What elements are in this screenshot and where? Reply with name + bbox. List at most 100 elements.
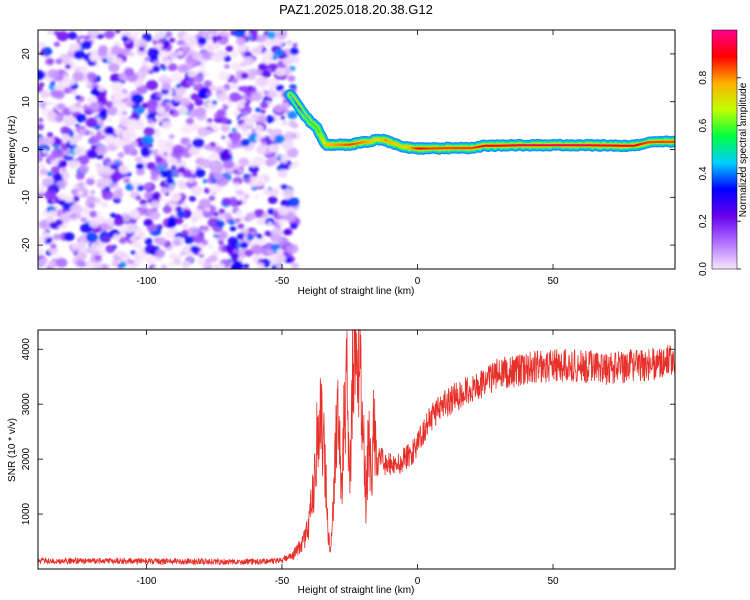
noise-cell	[216, 109, 227, 118]
noise-cell	[288, 206, 294, 212]
noise-cell	[131, 181, 139, 188]
noise-cell	[102, 166, 112, 175]
noise-cell	[187, 227, 200, 237]
noise-cell	[81, 206, 91, 215]
noise-cell	[170, 72, 183, 83]
noise-cell	[46, 100, 54, 107]
noise-cell	[63, 116, 76, 127]
noise-cell	[164, 31, 173, 38]
colorbar-tick-label: 0.2	[698, 214, 709, 228]
noise-cell	[231, 77, 239, 84]
noise-cell	[71, 243, 80, 250]
noise-cell	[210, 142, 216, 147]
noise-cell	[260, 101, 269, 109]
noise-cell	[172, 239, 181, 246]
noise-cell	[126, 118, 139, 129]
noise-cell	[79, 65, 89, 73]
noise-cell	[244, 249, 254, 257]
noise-cell	[69, 137, 79, 146]
noise-cell	[263, 188, 272, 196]
noise-cell	[168, 134, 175, 140]
noise-cell	[218, 208, 226, 215]
noise-cell	[122, 215, 131, 223]
noise-cell	[255, 124, 264, 132]
noise-cell	[90, 190, 96, 195]
noise-cell	[58, 160, 68, 168]
noise-cell	[108, 62, 120, 73]
noise-cell	[134, 156, 143, 163]
noise-cell	[125, 42, 135, 50]
noise-cell	[291, 262, 299, 269]
noise-cell	[150, 200, 161, 209]
noise-cell	[170, 192, 182, 202]
noise-cell	[205, 207, 211, 212]
noise-cell	[81, 40, 92, 50]
noise-cell	[128, 51, 135, 57]
noise-cell	[284, 48, 292, 55]
noise-cell	[147, 99, 159, 109]
noise-cell	[53, 41, 61, 47]
noise-cell	[253, 177, 266, 187]
noise-cell	[157, 150, 163, 156]
noise-cell	[268, 156, 278, 165]
noise-cell	[176, 40, 184, 46]
noise-cell	[67, 31, 78, 40]
noise-cell	[288, 120, 297, 128]
noise-cell	[179, 250, 186, 257]
noise-cell	[53, 173, 63, 182]
noise-cell	[215, 146, 224, 154]
noise-cell	[196, 258, 206, 265]
noise-cell	[113, 190, 124, 199]
snr-ylabel: SNR (10 * v/v)	[7, 418, 18, 482]
colorbar: 0.0 0.2 0.4 0.6 0.8 Normalized spectral ampl…	[698, 29, 749, 276]
noise-cell	[155, 156, 163, 163]
noise-cell	[269, 188, 279, 196]
noise-cell	[188, 195, 197, 202]
noise-cell	[286, 40, 293, 46]
noise-cell	[138, 46, 145, 52]
y-tick-label: 4000	[21, 338, 32, 361]
noise-cell	[145, 255, 157, 265]
noise-cell	[62, 155, 69, 160]
noise-cell	[281, 120, 288, 126]
noise-cell	[250, 91, 263, 102]
noise-cell	[160, 187, 169, 194]
noise-cell	[40, 168, 48, 175]
noise-cell	[213, 264, 219, 269]
noise-cell	[65, 64, 71, 70]
noise-cell	[96, 155, 102, 160]
noise-cell	[55, 58, 63, 65]
noise-cell	[155, 249, 166, 258]
noise-cell	[110, 212, 117, 218]
noise-cell	[265, 115, 275, 124]
noise-cell	[112, 234, 121, 241]
noise-cell	[177, 50, 183, 56]
noise-cell	[203, 187, 211, 194]
noise-cell	[197, 36, 208, 45]
noise-cell	[131, 93, 144, 104]
noise-cell	[212, 100, 218, 105]
noise-cell	[70, 215, 78, 221]
noise-cell	[55, 115, 62, 122]
noise-cell	[80, 223, 93, 234]
noise-cell	[38, 246, 44, 256]
noise-cell	[268, 143, 279, 153]
noise-cell	[48, 259, 59, 269]
noise-cell	[240, 138, 251, 147]
noise-cell	[252, 172, 258, 178]
noise-cell	[168, 110, 174, 115]
noise-cell	[163, 58, 171, 65]
noise-cell	[86, 82, 92, 87]
noise-cell	[163, 151, 169, 157]
noise-cell	[150, 211, 161, 220]
noise-cell	[106, 194, 113, 200]
noise-cell	[235, 37, 246, 46]
noise-cell	[243, 173, 250, 179]
noise-cell	[160, 74, 168, 80]
noise-cell	[214, 116, 223, 124]
noise-cell	[168, 37, 176, 43]
noise-cell	[235, 210, 244, 217]
noise-cell	[230, 252, 240, 260]
noise-cell	[172, 144, 185, 155]
noise-cell	[266, 248, 275, 256]
